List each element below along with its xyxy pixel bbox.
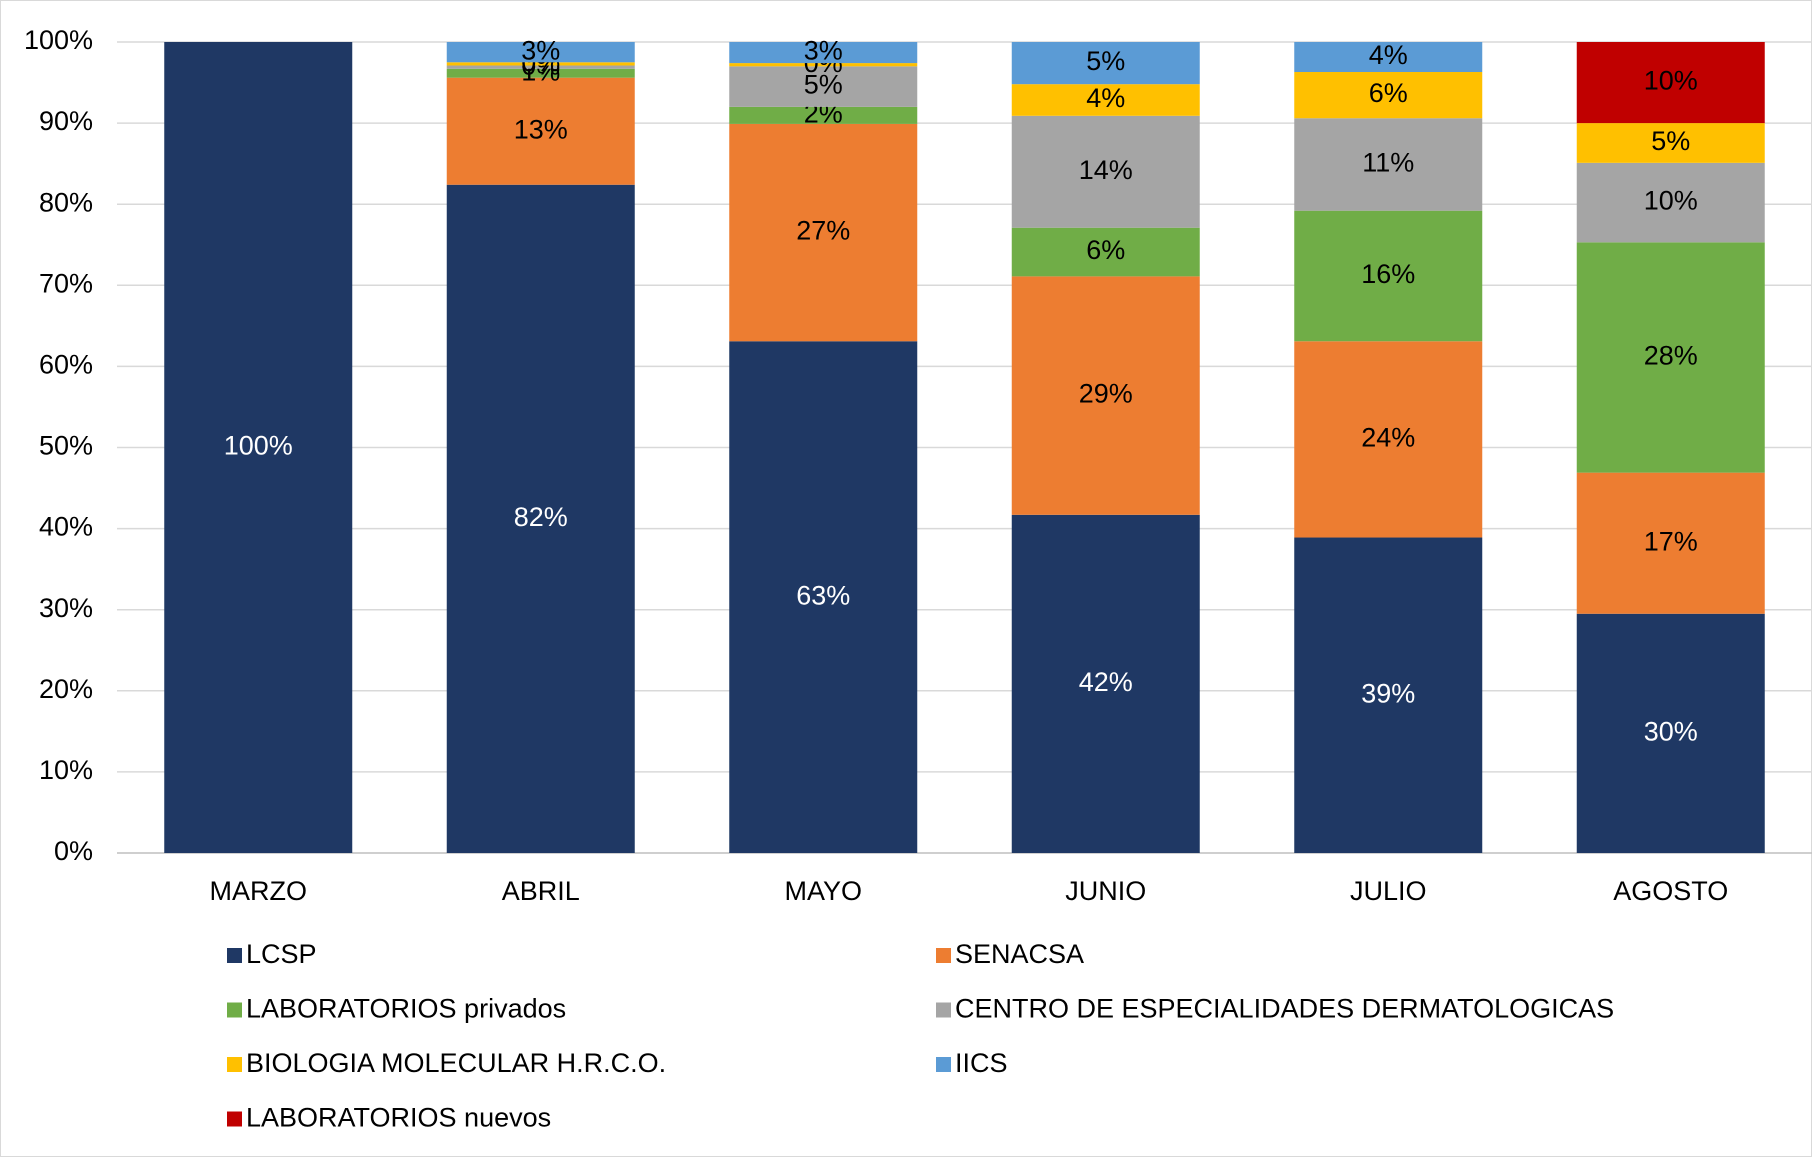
bar-segment xyxy=(729,123,918,342)
data-label: 6% xyxy=(1086,235,1125,265)
bar-segment xyxy=(1011,115,1200,228)
y-tick-label: 90% xyxy=(39,106,93,136)
bar-segment xyxy=(1011,276,1200,515)
legend-swatch xyxy=(227,948,242,963)
y-tick-label: 80% xyxy=(39,187,93,217)
data-label: 16% xyxy=(1361,259,1415,289)
data-label: 4% xyxy=(1086,83,1125,113)
bar-segment xyxy=(1011,227,1200,277)
bar-segment xyxy=(1576,162,1765,243)
legend-label: SENACSA xyxy=(955,939,1084,969)
x-tick-label: MARZO xyxy=(210,876,308,906)
legend-label: LABORATORIOS nuevos xyxy=(246,1103,551,1133)
data-label: 27% xyxy=(796,216,850,246)
data-label: 39% xyxy=(1361,678,1415,708)
data-label: 100% xyxy=(224,431,293,461)
bar-segment xyxy=(446,77,635,185)
data-label: 3% xyxy=(521,35,560,65)
x-tick-label: MAYO xyxy=(784,876,862,906)
data-label: 14% xyxy=(1079,155,1133,185)
legend-label: LCSP xyxy=(246,939,317,969)
bar-segment xyxy=(1294,118,1483,211)
bar-segment xyxy=(1294,210,1483,342)
y-tick-label: 100% xyxy=(24,25,93,55)
data-label: 28% xyxy=(1644,341,1698,371)
legend-swatch xyxy=(936,1057,951,1072)
x-tick-label: JUNIO xyxy=(1065,876,1146,906)
bar-segment xyxy=(1576,472,1765,614)
bar-segment xyxy=(446,65,635,69)
data-label: 13% xyxy=(514,114,568,144)
legend-swatch xyxy=(227,1002,242,1018)
y-tick-label: 0% xyxy=(54,836,93,866)
y-tick-label: 20% xyxy=(39,674,93,704)
data-label: 4% xyxy=(1369,40,1408,70)
data-label: 17% xyxy=(1644,526,1698,556)
x-tick-label: AGOSTO xyxy=(1613,876,1728,906)
y-tick-label: 30% xyxy=(39,593,93,623)
data-label: 11% xyxy=(1362,148,1414,178)
legend-label: LABORATORIOS privados xyxy=(246,994,566,1024)
bar-segment xyxy=(729,42,918,64)
bar-segment xyxy=(729,66,918,107)
data-label: 10% xyxy=(1644,66,1698,96)
bar-segment xyxy=(446,62,635,66)
bar-segment xyxy=(446,42,635,63)
bar-segment xyxy=(1576,123,1765,163)
legend-swatch xyxy=(936,948,951,963)
legend-label: BIOLOGIA MOLECULAR H.R.C.O. xyxy=(246,1048,666,1078)
y-tick-label: 50% xyxy=(39,431,93,461)
data-label: 30% xyxy=(1644,717,1698,747)
data-label: 29% xyxy=(1079,379,1133,409)
data-label: 5% xyxy=(1651,126,1690,156)
bar-segment xyxy=(1294,537,1483,853)
bar-segment xyxy=(1576,242,1765,473)
legend-swatch xyxy=(936,1002,951,1018)
data-label: 5% xyxy=(804,70,843,100)
bar-segment xyxy=(1294,341,1483,538)
bar-segment xyxy=(1294,72,1483,119)
x-tick-label: ABRIL xyxy=(502,876,580,906)
bar-segment xyxy=(1011,42,1200,85)
bar-segment xyxy=(729,63,918,67)
bar-segment xyxy=(729,106,918,124)
legend-label: IICS xyxy=(955,1048,1008,1078)
data-label: 24% xyxy=(1361,423,1415,453)
bar-segment xyxy=(446,68,635,78)
y-tick-label: 10% xyxy=(39,755,93,785)
bar-segment xyxy=(1576,613,1765,853)
data-label: 5% xyxy=(1086,46,1125,76)
bar-segment xyxy=(1011,514,1200,853)
legend-swatch xyxy=(227,1111,242,1127)
data-label: 10% xyxy=(1644,186,1698,216)
legend-swatch xyxy=(227,1057,242,1072)
bar-segment xyxy=(1294,42,1483,73)
data-label: 82% xyxy=(514,502,568,532)
y-tick-label: 60% xyxy=(39,350,93,380)
bar-segment xyxy=(1011,84,1200,116)
y-tick-label: 70% xyxy=(39,268,93,298)
bar-segment xyxy=(729,341,918,853)
legend-label: CENTRO DE ESPECIALIDADES DERMATOLOGICAS xyxy=(955,994,1614,1024)
data-label: 42% xyxy=(1079,667,1133,697)
bar-segment xyxy=(1576,42,1765,124)
x-tick-label: JULIO xyxy=(1350,876,1427,906)
bar-segment xyxy=(164,42,353,853)
bar-segment xyxy=(446,184,635,854)
y-tick-label: 40% xyxy=(39,512,93,542)
data-label: 63% xyxy=(796,580,850,610)
data-label: 3% xyxy=(804,36,843,66)
data-label: 6% xyxy=(1369,78,1408,108)
